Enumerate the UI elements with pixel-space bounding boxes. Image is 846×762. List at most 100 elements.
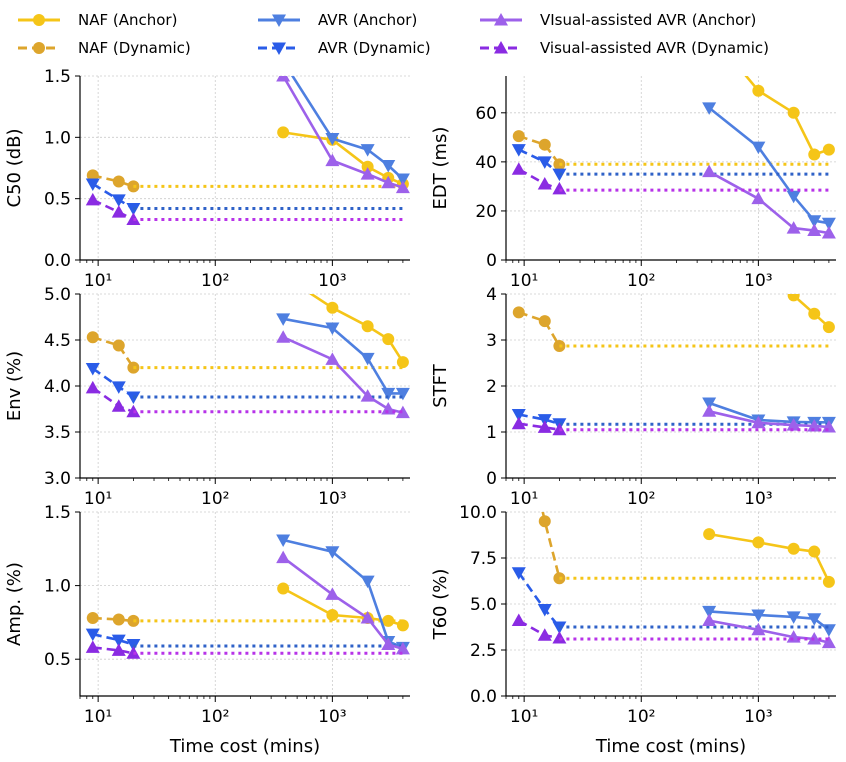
data-point — [276, 56, 290, 69]
series — [85, 192, 141, 226]
y-tick-label: 4.0 — [44, 377, 71, 397]
data-point — [360, 389, 375, 402]
data-point — [111, 381, 126, 394]
data-point — [751, 141, 766, 155]
data-point — [111, 634, 126, 648]
series — [276, 313, 410, 401]
data-point — [751, 609, 766, 623]
data-point — [381, 175, 396, 189]
y-tick-label: 0.5 — [44, 650, 71, 670]
x-tick-label: 10³ — [744, 489, 772, 509]
plot-area — [85, 270, 410, 419]
data-point — [821, 624, 836, 637]
y-tick-label: 0.0 — [44, 251, 71, 271]
series — [702, 102, 836, 231]
legend-marker — [494, 13, 508, 26]
data-point — [703, 528, 716, 541]
data-point — [821, 635, 836, 649]
x-tick-label: 10³ — [744, 271, 772, 291]
data-point — [822, 321, 835, 334]
data-point — [702, 164, 717, 178]
data-point — [752, 84, 765, 97]
series — [512, 130, 566, 171]
legend-entry: NAF (Dynamic) — [18, 39, 191, 57]
series-line — [282, 317, 403, 395]
x-tick-label: 10³ — [318, 489, 346, 509]
data-point — [702, 102, 717, 115]
y-tick-label: 20 — [475, 202, 497, 222]
series-line — [92, 632, 134, 646]
series-line — [282, 538, 404, 649]
grid — [506, 511, 836, 697]
series-line — [92, 646, 134, 655]
data-point — [382, 333, 395, 346]
data-point — [553, 339, 566, 352]
x-axis-label: Time cost (mins) — [169, 736, 320, 757]
data-point — [85, 628, 100, 642]
y-tick-label: 0.5 — [44, 190, 71, 210]
data-point — [537, 414, 552, 427]
data-point — [325, 133, 340, 146]
series — [511, 416, 567, 436]
series-line — [282, 76, 404, 189]
data-point — [360, 167, 375, 180]
data-point — [126, 646, 141, 659]
series — [277, 582, 409, 632]
y-axis-label: Amp. (%) — [4, 562, 25, 646]
data-point — [513, 396, 525, 408]
y-tick-label: 1.0 — [44, 577, 71, 597]
data-point — [86, 331, 99, 344]
grid — [506, 293, 836, 479]
series — [511, 409, 567, 431]
data-point — [512, 306, 525, 319]
y-tick-label: 7.5 — [470, 549, 497, 569]
data-point — [395, 387, 410, 401]
panel-stft: 0 1 2 3 4 10¹ 10² 10³ STFT — [430, 285, 836, 509]
legend-entry: Visual-assisted AVR (Dynamic) — [480, 39, 769, 57]
y-tick-label: 4.5 — [44, 331, 71, 351]
data-point — [538, 515, 551, 528]
series — [86, 611, 140, 627]
y-tick-label: 3.0 — [44, 469, 71, 489]
data-point — [787, 542, 800, 555]
data-point — [807, 613, 822, 626]
data-point — [808, 545, 821, 558]
data-point — [807, 215, 822, 228]
data-point — [537, 176, 552, 190]
data-point — [126, 404, 141, 418]
data-point — [537, 604, 552, 617]
series — [276, 56, 410, 187]
series — [702, 164, 836, 239]
data-point — [111, 643, 126, 656]
series — [744, 76, 835, 161]
data-point — [360, 144, 375, 157]
series — [85, 363, 141, 405]
data-point — [395, 641, 410, 655]
data-point — [821, 419, 836, 433]
panel-amp: 0.5 1.0 1.5 10¹ 10² 10³ Amp. (%) Time cost (min… — [4, 503, 410, 757]
x-tick-label: 10³ — [318, 707, 346, 727]
data-point — [808, 307, 821, 320]
series — [85, 380, 141, 418]
data-point — [702, 404, 717, 417]
series — [513, 396, 566, 585]
legend-label: Visual-assisted AVR (Dynamic) — [540, 39, 769, 57]
data-point — [277, 270, 289, 282]
series — [85, 640, 141, 659]
y-axis-label: T60 (%) — [430, 569, 451, 641]
series-line — [518, 311, 561, 347]
series — [276, 76, 410, 194]
data-point — [85, 380, 100, 394]
y-tick-label: 60 — [475, 104, 497, 124]
data-point — [752, 536, 765, 549]
data-point — [325, 352, 340, 365]
legend-marker — [33, 42, 45, 54]
series-line — [708, 170, 830, 235]
data-point — [111, 205, 126, 218]
series — [787, 294, 835, 334]
y-axis-label: Env (%) — [4, 351, 25, 421]
data-point — [552, 631, 567, 644]
data-point — [751, 191, 766, 205]
x-tick-label: 10¹ — [510, 271, 538, 291]
panel-c50: 0.0 0.5 1.0 1.5 10¹ 10² 10³ C50 (dB) — [4, 56, 410, 291]
